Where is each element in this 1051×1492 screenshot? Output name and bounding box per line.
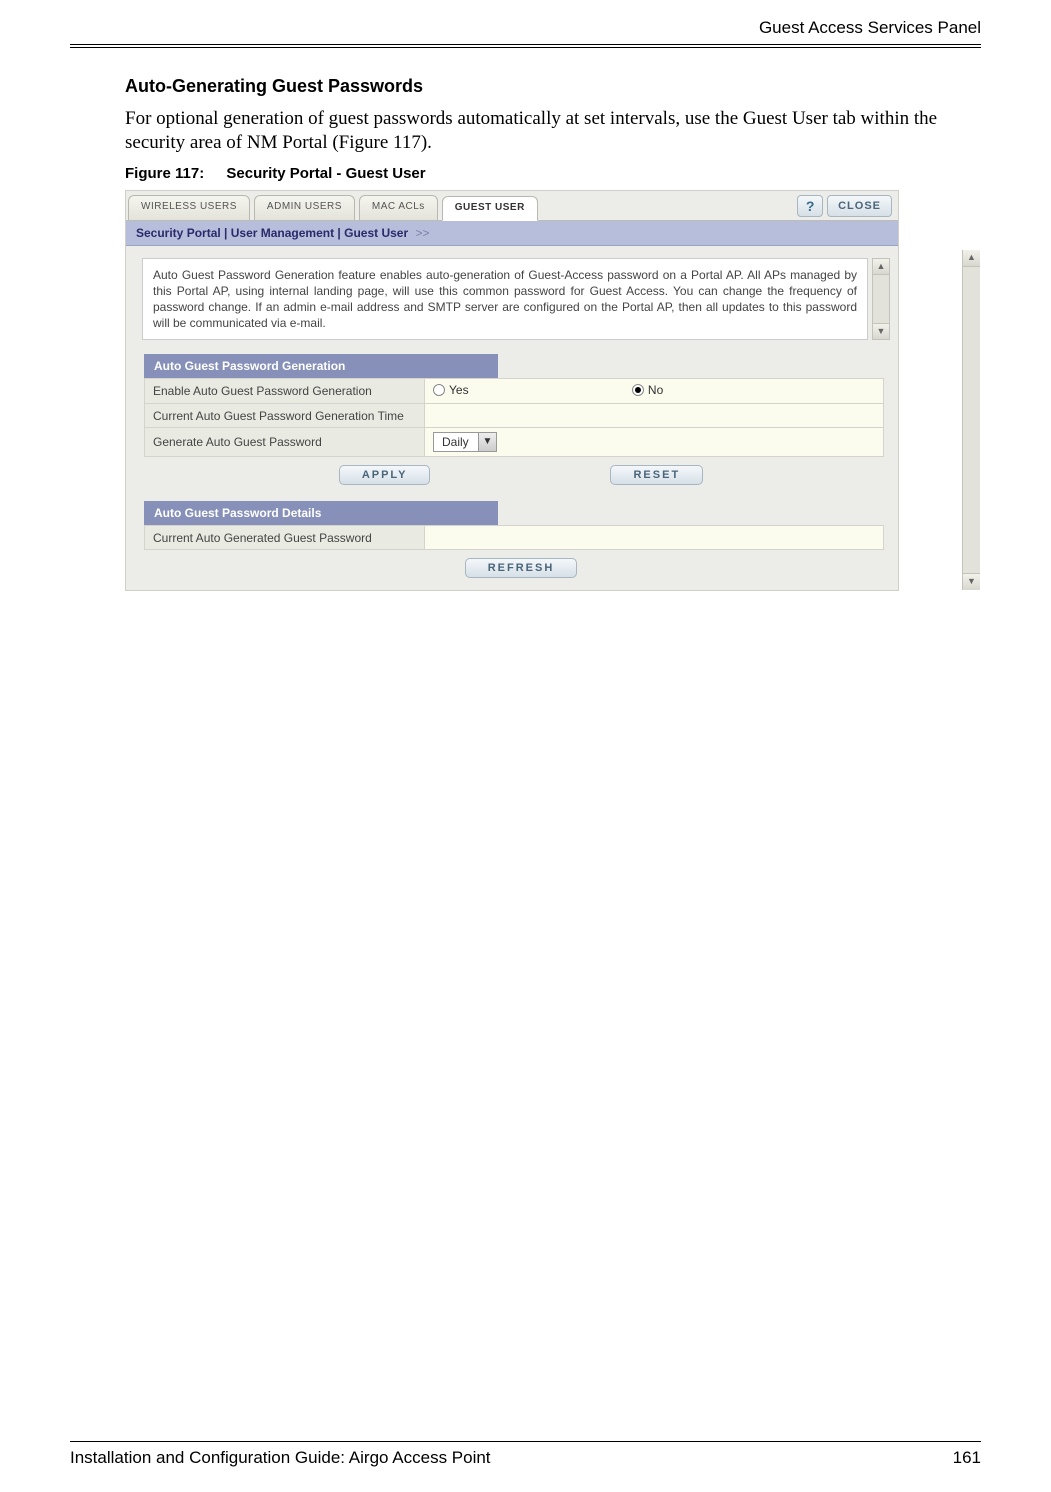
scroll-up-icon[interactable]: ▲ xyxy=(963,250,980,267)
close-button[interactable]: CLOSE xyxy=(827,195,892,217)
description-scrollbar[interactable]: ▲ ▼ xyxy=(872,258,890,341)
breadcrumb: Security Portal | User Management | Gues… xyxy=(126,221,898,246)
radio-icon xyxy=(632,384,644,396)
figure-caption: Figure 117: Security Portal - Guest User xyxy=(125,165,981,182)
chevron-down-icon: ▼ xyxy=(478,433,496,451)
table-row: Enable Auto Guest Password Generation Ye… xyxy=(145,379,884,404)
scroll-down-icon[interactable]: ▼ xyxy=(873,323,889,339)
radio-icon xyxy=(433,384,445,396)
section-body-text: For optional generation of guest passwor… xyxy=(125,107,981,155)
section-heading: Auto-Generating Guest Passwords xyxy=(125,76,981,97)
radio-yes[interactable]: Yes xyxy=(433,383,469,397)
section2-form: Current Auto Generated Guest Password xyxy=(144,525,884,550)
help-button[interactable]: ? xyxy=(797,195,823,217)
footer-left: Installation and Configuration Guide: Ai… xyxy=(70,1448,491,1468)
breadcrumb-arrow-icon: >> xyxy=(415,226,429,240)
tabs-row: WIRELESS USERS ADMIN USERS MAC ACLs GUES… xyxy=(126,191,898,221)
header-rule-1 xyxy=(70,44,981,45)
section2-heading: Auto Guest Password Details xyxy=(144,501,498,525)
tab-mac-acls[interactable]: MAC ACLs xyxy=(359,195,438,220)
footer-page-number: 161 xyxy=(953,1448,981,1468)
row-label: Current Auto Guest Password Generation T… xyxy=(145,404,425,428)
radio-label: Yes xyxy=(449,383,469,397)
table-row: Generate Auto Guest Password Daily ▼ xyxy=(145,428,884,457)
apply-button[interactable]: APPLY xyxy=(339,465,431,485)
description-text: Auto Guest Password Generation feature e… xyxy=(142,258,868,341)
section1-buttons: APPLY RESET xyxy=(126,457,898,497)
breadcrumb-text: Security Portal | User Management | Gues… xyxy=(136,226,408,240)
row-label: Enable Auto Guest Password Generation xyxy=(145,379,425,404)
row-input: Daily ▼ xyxy=(425,428,884,457)
row-label: Current Auto Generated Guest Password xyxy=(145,526,425,550)
tab-wireless-users[interactable]: WIRELESS USERS xyxy=(128,195,250,220)
section2-buttons: REFRESH xyxy=(126,550,898,590)
select-value: Daily xyxy=(434,435,478,449)
section1-heading: Auto Guest Password Generation xyxy=(144,354,498,378)
figure-number: Figure 117: xyxy=(125,165,204,182)
tab-admin-users[interactable]: ADMIN USERS xyxy=(254,195,355,220)
page-footer: Installation and Configuration Guide: Ai… xyxy=(70,1441,981,1468)
panel-scrollbar[interactable]: ▲ ▼ xyxy=(962,250,980,591)
row-value xyxy=(425,526,884,550)
radio-no[interactable]: No xyxy=(632,383,663,397)
row-value xyxy=(425,404,884,428)
section1-form: Enable Auto Guest Password Generation Ye… xyxy=(144,378,884,457)
tab-guest-user[interactable]: GUEST USER xyxy=(442,196,538,221)
radio-label: No xyxy=(648,383,663,397)
refresh-button[interactable]: REFRESH xyxy=(465,558,578,578)
screenshot-panel: WIRELESS USERS ADMIN USERS MAC ACLs GUES… xyxy=(125,190,899,592)
table-row: Current Auto Generated Guest Password xyxy=(145,526,884,550)
row-input: Yes No xyxy=(425,379,884,404)
table-row: Current Auto Guest Password Generation T… xyxy=(145,404,884,428)
scroll-down-icon[interactable]: ▼ xyxy=(963,573,980,590)
scroll-track[interactable] xyxy=(873,275,889,324)
reset-button[interactable]: RESET xyxy=(610,465,703,485)
scroll-track[interactable] xyxy=(963,267,980,574)
frequency-select[interactable]: Daily ▼ xyxy=(433,432,497,452)
page-header-right: Guest Access Services Panel xyxy=(70,18,981,44)
scroll-up-icon[interactable]: ▲ xyxy=(873,259,889,275)
figure-title: Security Portal - Guest User xyxy=(226,165,425,182)
row-label: Generate Auto Guest Password xyxy=(145,428,425,457)
